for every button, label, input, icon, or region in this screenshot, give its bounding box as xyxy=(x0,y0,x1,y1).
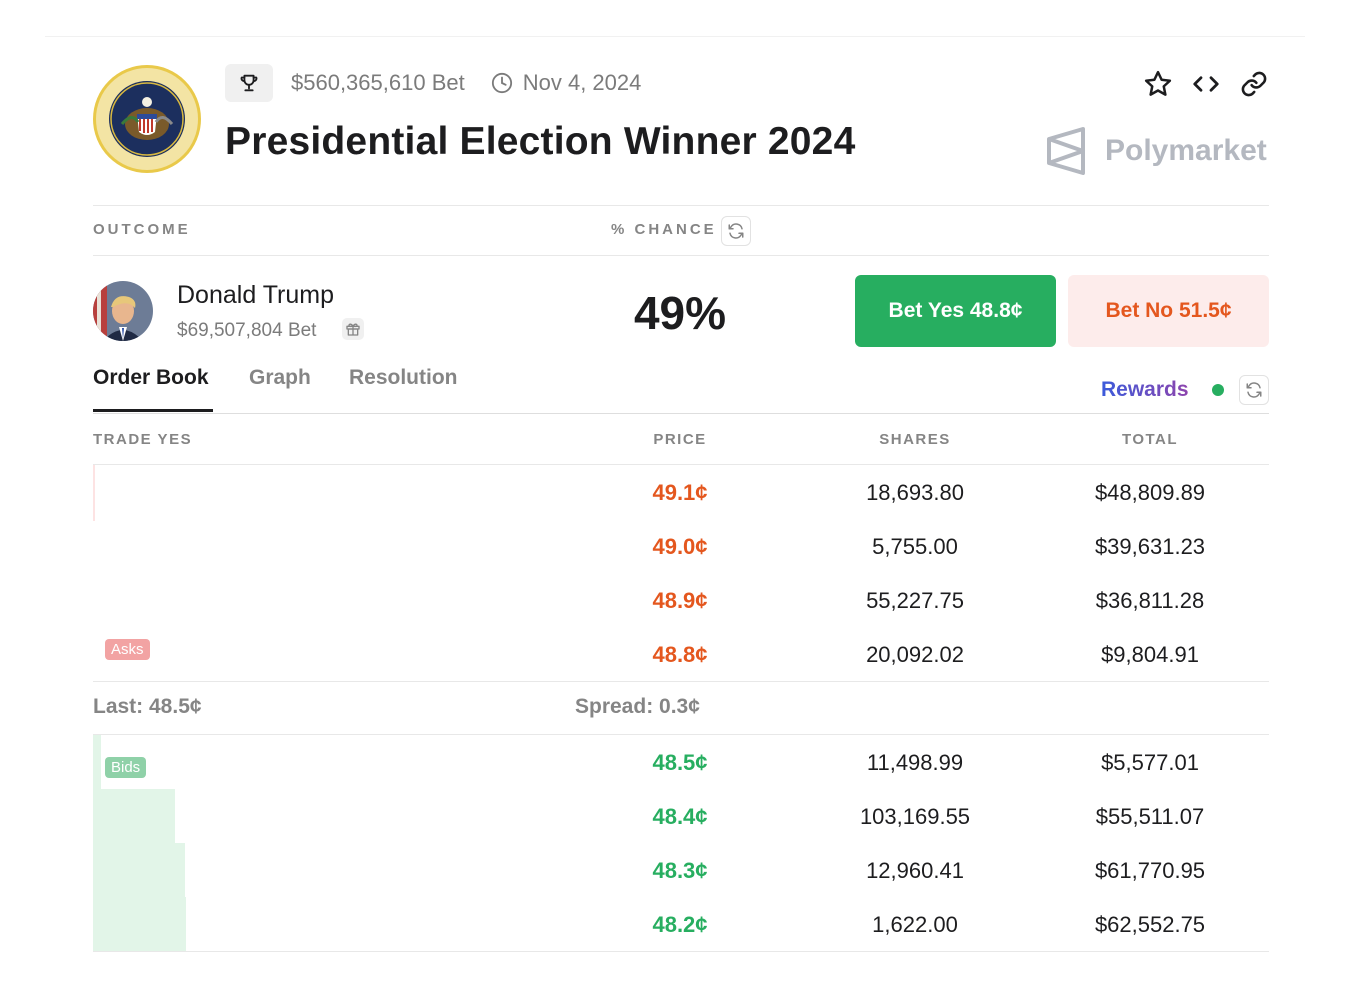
bid-depth-bar xyxy=(93,789,175,843)
ask-total: $36,811.28 xyxy=(1095,588,1205,613)
ask-depth-bar xyxy=(93,465,95,521)
chance-refresh-button[interactable] xyxy=(721,216,751,246)
bid-shares: 11,498.99 xyxy=(866,750,964,775)
ask-total: $9,804.91 xyxy=(1101,642,1199,667)
bet-no-button[interactable]: Bet No 51.5¢ xyxy=(1068,275,1269,347)
ask-shares: 20,092.02 xyxy=(866,642,964,667)
active-tab-indicator xyxy=(93,409,213,412)
bid-price[interactable]: 48.5¢ xyxy=(652,750,708,775)
last-price: Last: 48.5¢ xyxy=(93,695,202,718)
divider xyxy=(93,734,1269,735)
rewards-status-dot xyxy=(1212,384,1224,396)
bid-price[interactable]: 48.3¢ xyxy=(652,858,708,883)
outcome-column-header: OUTCOME xyxy=(93,221,191,238)
brand-name: Polymarket xyxy=(1105,134,1267,167)
divider xyxy=(93,951,1269,952)
header-actions xyxy=(1142,68,1270,100)
price-header: PRICE xyxy=(653,431,707,448)
gift-icon[interactable] xyxy=(342,318,364,340)
ask-total: $48,809.89 xyxy=(1094,480,1206,505)
divider xyxy=(93,464,1269,465)
tab-order-book[interactable]: Order Book xyxy=(93,366,209,389)
shares-header: SHARES xyxy=(879,431,951,448)
bid-depth-bar xyxy=(93,735,101,789)
divider xyxy=(93,681,1269,682)
link-icon[interactable] xyxy=(1238,68,1270,100)
bid-depth-bar xyxy=(93,897,186,951)
rewards-link[interactable]: Rewards xyxy=(1101,378,1189,401)
divider xyxy=(93,205,1269,206)
bid-shares: 12,960.41 xyxy=(866,858,964,883)
star-icon[interactable] xyxy=(1142,68,1174,100)
bid-total: $55,511.07 xyxy=(1095,804,1205,829)
divider xyxy=(93,413,1269,414)
market-meta: $560,365,610 Bet Nov 4, 2024 xyxy=(225,64,641,102)
divider xyxy=(93,255,1269,256)
ask-price[interactable]: 49.1¢ xyxy=(652,480,708,505)
ask-total: $39,631.23 xyxy=(1094,534,1206,559)
page-title: Presidential Election Winner 2024 xyxy=(225,120,856,163)
top-divider xyxy=(45,36,1305,37)
bid-shares: 1,622.00 xyxy=(872,912,958,937)
bid-depth-bar xyxy=(93,843,185,897)
presidential-seal-image xyxy=(93,65,201,173)
polymarket-logo-icon xyxy=(1047,127,1085,175)
trade-yes-header: TRADE YES xyxy=(93,431,193,448)
asks-badge: Asks xyxy=(105,639,150,660)
clock-icon xyxy=(491,72,512,94)
chance-value: 49% xyxy=(633,287,727,339)
market-volume: $560,365,610 Bet xyxy=(291,70,465,95)
chance-column-header: % CHANCE xyxy=(611,221,717,238)
bids-badge: Bids xyxy=(105,757,147,778)
bet-yes-button[interactable]: Bet Yes 48.8¢ xyxy=(855,275,1056,347)
candidate-name[interactable]: Donald Trump xyxy=(177,281,335,309)
polymarket-logo: Polymarket xyxy=(1045,126,1267,176)
ask-shares: 55,227.75 xyxy=(866,588,964,613)
total-header: TOTAL xyxy=(1121,431,1179,448)
trophy-icon xyxy=(225,64,273,102)
refresh-icon xyxy=(728,223,744,239)
bid-total: $5,577.01 xyxy=(1101,750,1199,775)
candidate-volume: $69,507,804 Bet xyxy=(177,320,317,341)
ask-shares: 5,755.00 xyxy=(872,534,958,559)
spread: Spread: 0.3¢ xyxy=(575,695,700,718)
bid-price[interactable]: 48.4¢ xyxy=(652,804,708,829)
tab-resolution[interactable]: Resolution xyxy=(349,366,458,389)
tab-graph[interactable]: Graph xyxy=(249,366,311,389)
embed-code-icon[interactable] xyxy=(1190,68,1222,100)
bid-total: $61,770.95 xyxy=(1094,858,1206,883)
candidate-avatar xyxy=(93,281,153,341)
ask-price[interactable]: 48.9¢ xyxy=(652,588,708,613)
bid-total: $62,552.75 xyxy=(1094,912,1206,937)
refresh-icon xyxy=(1246,382,1262,398)
ask-price[interactable]: 49.0¢ xyxy=(652,534,708,559)
market-end-date: Nov 4, 2024 xyxy=(522,70,642,95)
bid-price[interactable]: 48.2¢ xyxy=(652,912,708,937)
ask-shares: 18,693.80 xyxy=(866,480,964,505)
ask-price[interactable]: 48.8¢ xyxy=(652,642,708,667)
orderbook-refresh-button[interactable] xyxy=(1239,375,1269,405)
bid-shares: 103,169.55 xyxy=(859,804,971,829)
